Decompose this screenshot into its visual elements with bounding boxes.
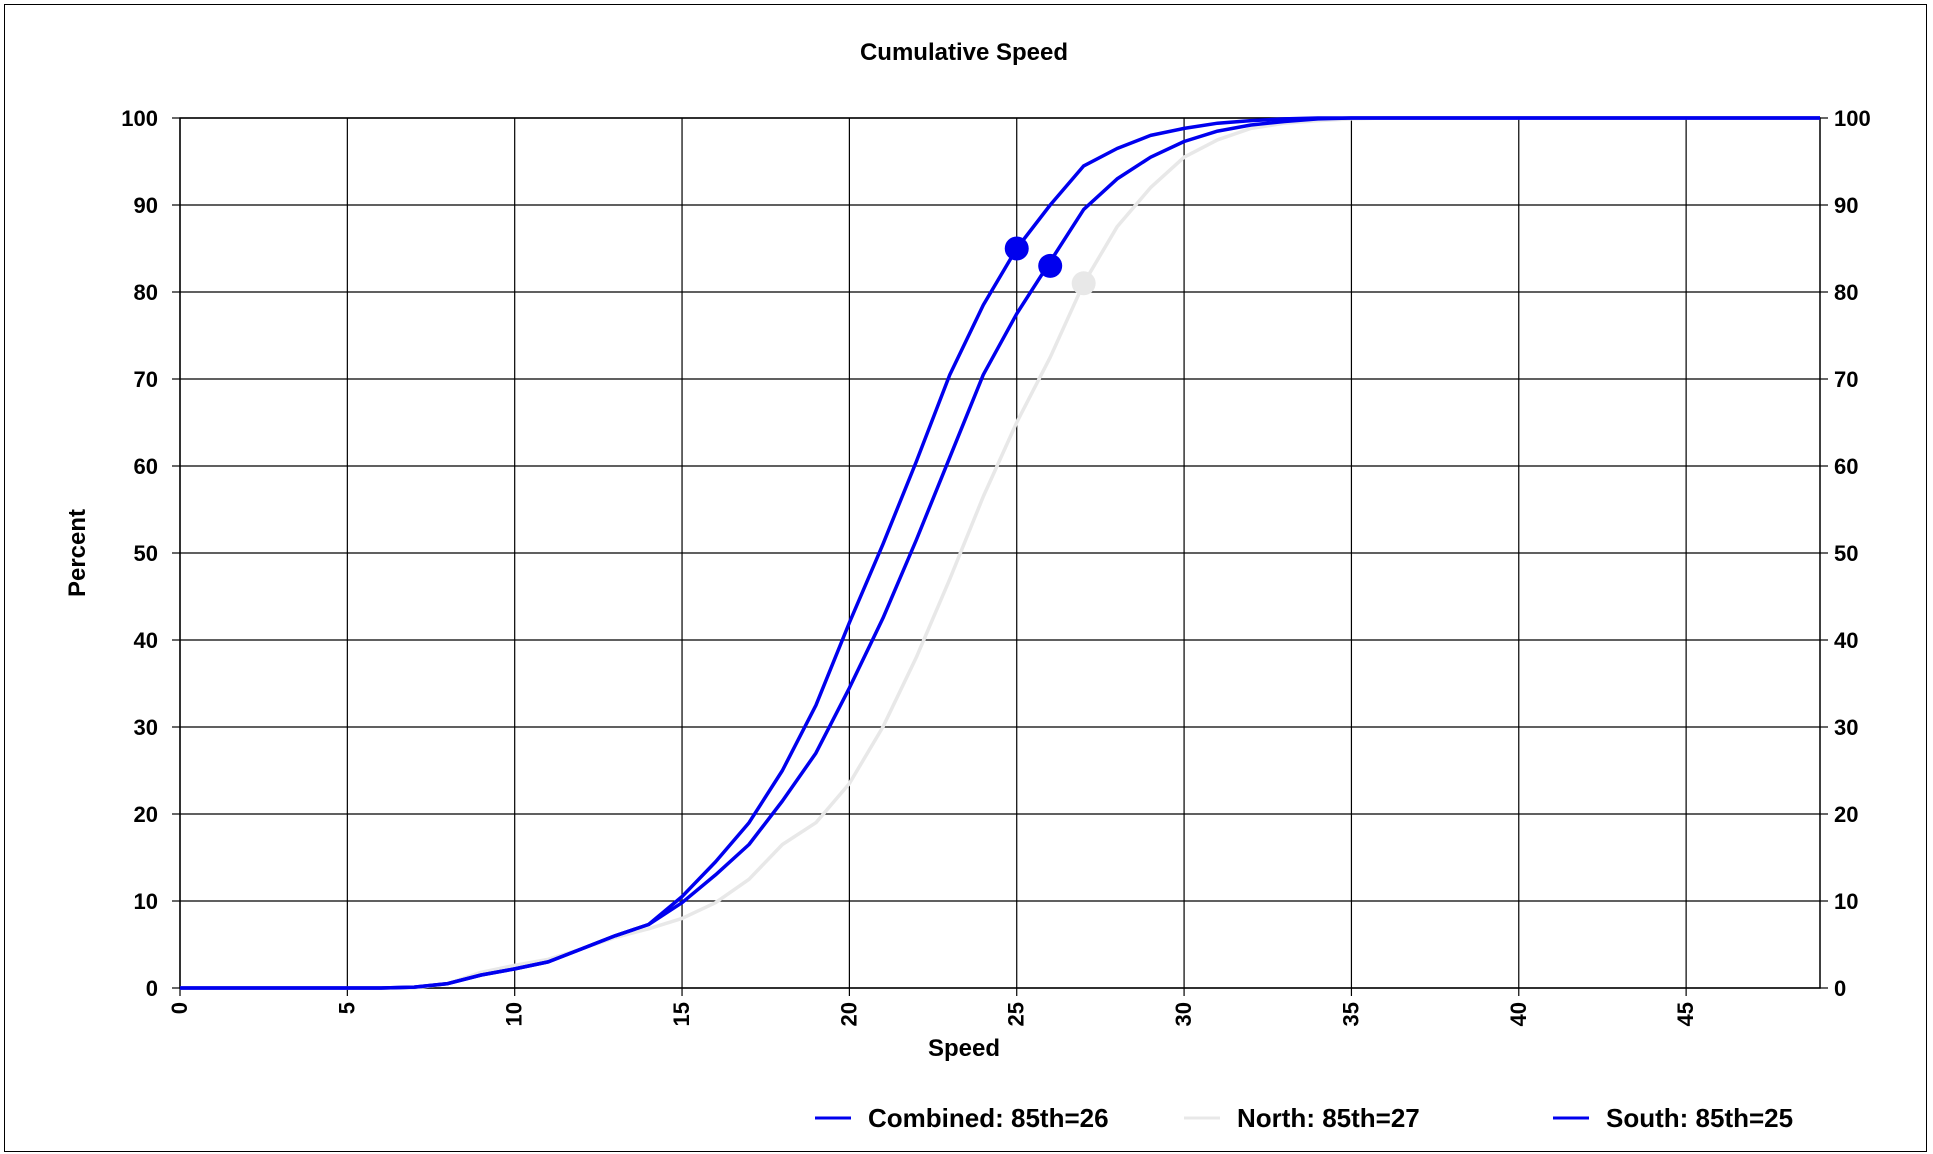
y-tick-label-right: 80 — [1834, 280, 1858, 305]
y-tick-label-right: 100 — [1834, 106, 1871, 131]
y-tick-label: 50 — [134, 541, 158, 566]
x-axis-label: Speed — [928, 1035, 1000, 1062]
y-tick-label: 70 — [134, 367, 158, 392]
y-tick-label-right: 20 — [1834, 802, 1858, 827]
y-axis-right: 0 10 20 30 40 50 60 70 80 90 100 — [1820, 106, 1871, 1001]
x-tick-label: 40 — [1506, 1002, 1531, 1026]
y-tick-label: 0 — [146, 976, 158, 1001]
series-layer — [180, 116, 1820, 990]
y-tick-label-right: 50 — [1834, 541, 1858, 566]
percentile-85th-marker — [1004, 236, 1029, 261]
x-tick-label: 25 — [1004, 1002, 1029, 1026]
x-tick-label: 35 — [1338, 1002, 1363, 1026]
x-tick-label: 0 — [167, 1002, 192, 1014]
y-tick-label-right: 10 — [1834, 889, 1858, 914]
x-axis: 0 5 10 15 20 25 30 35 40 45 — [167, 988, 1698, 1026]
y-tick-label: 100 — [121, 106, 158, 131]
percentile-85th-marker — [1071, 271, 1096, 296]
x-tick-label: 30 — [1171, 1002, 1196, 1026]
y-tick-label-right: 30 — [1834, 715, 1858, 740]
y-tick-label-right: 60 — [1834, 454, 1858, 479]
y-tick-label: 30 — [134, 715, 158, 740]
legend-label: North: 85th=27 — [1237, 1103, 1420, 1133]
series-line — [180, 116, 1820, 990]
x-tick-label: 15 — [669, 1002, 694, 1026]
y-tick-label: 10 — [134, 889, 158, 914]
x-tick-label: 10 — [502, 1002, 527, 1026]
legend: Combined: 85th=26 North: 85th=27 South: 85… — [815, 1103, 1793, 1133]
x-tick-label: 45 — [1673, 1002, 1698, 1026]
y-tick-label-right: 90 — [1834, 193, 1858, 218]
y-tick-label-right: 40 — [1834, 628, 1858, 653]
x-tick-label: 20 — [836, 1002, 861, 1026]
y-tick-label: 80 — [134, 280, 158, 305]
chart-title: Cumulative Speed — [860, 39, 1068, 66]
percentile-85th-marker — [1038, 253, 1063, 278]
legend-label: South: 85th=25 — [1606, 1103, 1793, 1133]
legend-label: Combined: 85th=26 — [868, 1103, 1109, 1133]
y-tick-label: 60 — [134, 454, 158, 479]
grid — [179, 117, 1820, 989]
y-axis-left: 0 10 20 30 40 50 60 70 80 90 100 — [121, 106, 180, 1001]
y-axis-label: Percent — [64, 509, 91, 597]
y-tick-label: 40 — [134, 628, 158, 653]
y-tick-label: 20 — [134, 802, 158, 827]
y-tick-label-right: 0 — [1834, 976, 1846, 1001]
y-tick-label-right: 70 — [1834, 367, 1858, 392]
y-tick-label: 90 — [134, 193, 158, 218]
x-tick-label: 5 — [334, 1002, 359, 1014]
chart-frame — [4, 4, 1927, 1152]
